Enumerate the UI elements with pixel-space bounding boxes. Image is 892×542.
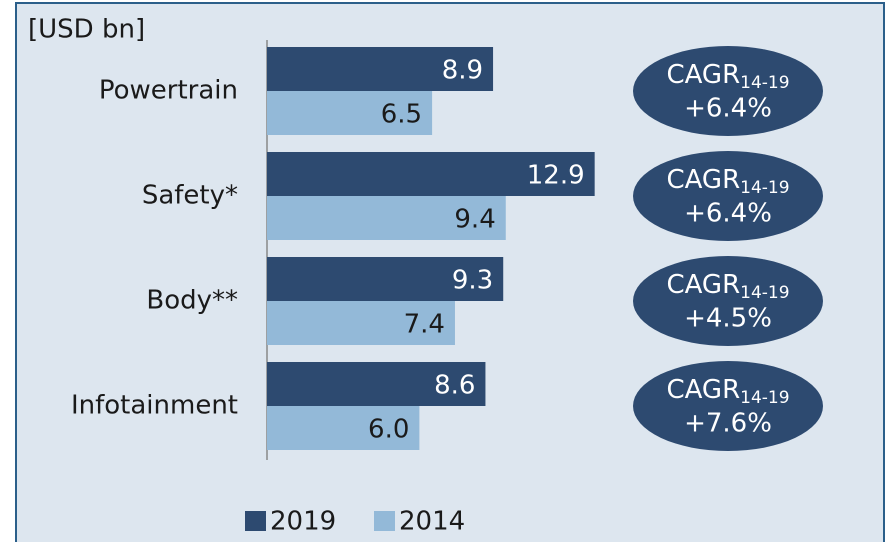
category-label: Body**: [146, 286, 238, 316]
category-label: Infotainment: [71, 391, 238, 421]
category-label: Powertrain: [99, 76, 238, 106]
bar: [267, 257, 504, 301]
category-label: Safety*: [142, 181, 238, 211]
cagr-text: CAGR: [666, 270, 740, 300]
bar: [267, 47, 494, 91]
legend-swatch: [245, 511, 266, 531]
cagr-bubble: [633, 361, 823, 451]
legend-label: 2014: [399, 507, 465, 537]
cagr-text: CAGR: [666, 60, 740, 90]
cagr-title: CAGR14-19: [666, 375, 789, 409]
cagr-value: +7.6%: [684, 409, 772, 439]
value-label: 7.4: [404, 310, 445, 340]
cagr-title: CAGR14-19: [666, 165, 789, 199]
value-label: 6.5: [381, 100, 422, 130]
cagr-title: CAGR14-19: [666, 270, 789, 304]
value-label: 6.0: [368, 415, 409, 445]
value-label: 9.4: [454, 205, 495, 235]
bar: [267, 91, 433, 135]
bar: [267, 301, 455, 345]
value-label: 9.3: [452, 266, 493, 296]
value-label: 12.9: [527, 161, 585, 191]
cagr-text: CAGR: [666, 165, 740, 195]
unit-label: [USD bn]: [28, 15, 145, 45]
cagr-bubble: [633, 256, 823, 346]
cagr-bubble: [633, 46, 823, 136]
cagr-sub: 14-19: [740, 388, 789, 408]
cagr-value: +4.5%: [684, 304, 772, 334]
value-label: 8.9: [442, 56, 483, 86]
bar: [267, 362, 486, 406]
bar: [267, 152, 595, 196]
cagr-bubble: [633, 151, 823, 241]
cagr-sub: 14-19: [740, 283, 789, 303]
cagr-value: +6.4%: [684, 94, 772, 124]
bar: [267, 196, 506, 240]
bar: [267, 406, 420, 450]
cagr-sub: 14-19: [740, 73, 789, 93]
cagr-value: +6.4%: [684, 199, 772, 229]
cagr-sub: 14-19: [740, 178, 789, 198]
cagr-text: CAGR: [666, 375, 740, 405]
value-label: 8.6: [434, 371, 475, 401]
legend-label: 2019: [270, 507, 336, 537]
cagr-title: CAGR14-19: [666, 60, 789, 94]
legend-swatch: [374, 511, 395, 531]
